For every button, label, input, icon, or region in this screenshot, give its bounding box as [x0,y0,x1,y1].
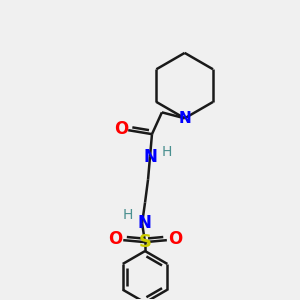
Text: H: H [123,208,134,222]
Text: S: S [139,233,152,251]
Text: N: N [143,148,157,166]
Text: O: O [114,120,128,138]
Text: O: O [108,230,122,248]
Text: O: O [168,230,182,248]
Text: N: N [137,214,151,232]
Text: N: N [178,111,191,126]
Text: H: H [162,145,172,159]
